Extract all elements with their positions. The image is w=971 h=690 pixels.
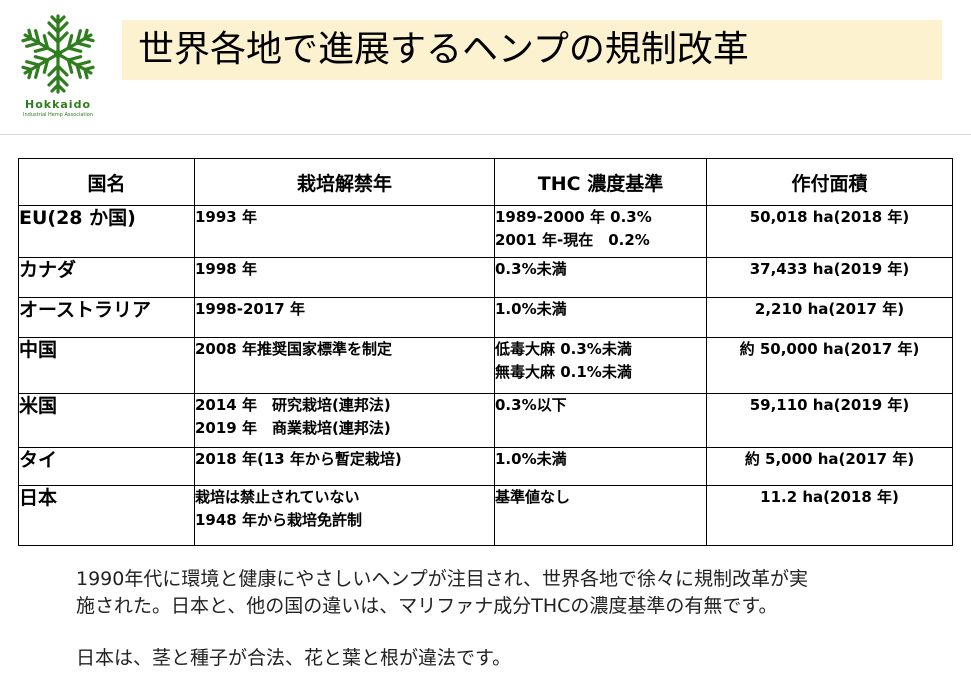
year-cell: 2008 年推奨国家標準を制定 [194,337,495,394]
logo: Hokkaido Industrial Hemp Association [8,6,108,126]
year-cell: 1998-2017 年 [194,297,495,338]
year-line: 2019 年 商業栽培(連邦法) [195,419,391,437]
country-cell: 米国 [18,393,195,448]
thc-line: 基準値なし [495,488,571,506]
header-cultivated-area: 作付面積 [706,158,953,206]
table-row: カナダ 1998 年 0.3%未満 37,433 ha(2019 年) [18,257,953,298]
area-cell: 約 50,000 ha(2017 年) [706,337,953,394]
year-line: 1998 年 [195,260,257,278]
year-line: 2008 年推奨国家標準を制定 [195,340,392,358]
thc-line: 無毒大麻 0.1%未満 [495,363,632,381]
page-title: 世界各地で進展するヘンプの規制改革 [138,29,749,70]
area-cell: 2,210 ha(2017 年) [706,297,953,338]
area-cell: 59,110 ha(2019 年) [706,393,953,448]
table-row: オーストラリア 1998-2017 年 1.0%未満 2,210 ha(2017… [18,297,953,338]
year-cell: 1998 年 [194,257,495,298]
country-cell: オーストラリア [18,297,195,338]
header-cultivation-year: 栽培解禁年 [194,158,495,206]
thc-line: 0.3%以下 [495,396,567,414]
year-line: 1993 年 [195,208,257,226]
table-row: タイ 2018 年(13 年から暫定栽培) 1.0%未満 約 5,000 ha(… [18,447,953,486]
regulation-table: 国名 栽培解禁年 THC 濃度基準 作付面積 EU(28 か国) 1993 年 … [18,158,953,546]
country-cell: カナダ [18,257,195,298]
thc-line: 0.3%未満 [495,260,567,278]
thc-line: 1989-2000 年 0.3% [495,208,652,226]
year-line: 2014 年 研究栽培(連邦法) [195,396,391,414]
body-paragraph-line: 1990年代に環境と健康にやさしいヘンプが注目され、世界各地で徐々に規制改革が実 [76,568,808,590]
thc-line: 1.0%未満 [495,450,567,468]
title-banner: 世界各地で進展するヘンプの規制改革 [122,20,942,80]
year-cell: 栽培は禁止されていない 1948 年から栽培免許制 [194,485,495,546]
snowflake-logo-icon [18,14,98,94]
area-cell: 37,433 ha(2019 年) [706,257,953,298]
year-cell: 2014 年 研究栽培(連邦法) 2019 年 商業栽培(連邦法) [194,393,495,448]
year-cell: 2018 年(13 年から暫定栽培) [194,447,495,486]
table-header-row: 国名 栽培解禁年 THC 濃度基準 作付面積 [18,158,953,206]
year-line: 1998-2017 年 [195,300,305,318]
area-cell: 11.2 ha(2018 年) [706,485,953,546]
area-cell: 50,018 ha(2018 年) [706,205,953,258]
divider [0,134,971,135]
thc-cell: 基準値なし [494,485,707,546]
header-country: 国名 [18,158,195,206]
thc-line: 2001 年-現在 0.2% [495,231,650,249]
thc-line: 1.0%未満 [495,300,567,318]
year-line: 2018 年(13 年から暫定栽培) [195,450,402,468]
year-line: 栽培は禁止されていない [195,488,360,506]
body-paragraph-line: 施された。日本と、他の国の違いは、マリファナ成分THCの濃度基準の有無です。 [76,595,778,617]
country-cell: 日本 [18,485,195,546]
logo-name: Hokkaido [24,98,92,111]
country-cell: EU(28 か国) [18,205,195,258]
body-paragraph-line: 日本は、茎と種子が合法、花と葉と根が違法です。 [76,647,512,669]
year-cell: 1993 年 [194,205,495,258]
area-cell: 約 5,000 ha(2017 年) [706,447,953,486]
table-row: 米国 2014 年 研究栽培(連邦法) 2019 年 商業栽培(連邦法) 0.3%… [18,393,953,448]
thc-cell: 0.3%未満 [494,257,707,298]
logo-subtitle: Industrial Hemp Association [23,112,93,118]
country-cell: タイ [18,447,195,486]
thc-line: 低毒大麻 0.3%未満 [495,340,632,358]
thc-cell: 0.3%以下 [494,393,707,448]
table-row: 中国 2008 年推奨国家標準を制定 低毒大麻 0.3%未満 無毒大麻 0.1%未… [18,337,953,394]
thc-cell: 1.0%未満 [494,297,707,338]
thc-cell: 低毒大麻 0.3%未満 無毒大麻 0.1%未満 [494,337,707,394]
header-thc-standard: THC 濃度基準 [494,158,707,206]
table-row: 日本 栽培は禁止されていない 1948 年から栽培免許制 基準値なし 11.2 h… [18,485,953,546]
thc-cell: 1.0%未満 [494,447,707,486]
country-cell: 中国 [18,337,195,394]
year-line: 1948 年から栽培免許制 [195,511,362,529]
thc-cell: 1989-2000 年 0.3% 2001 年-現在 0.2% [494,205,707,258]
table-row: EU(28 か国) 1993 年 1989-2000 年 0.3% 2001 年-… [18,205,953,258]
